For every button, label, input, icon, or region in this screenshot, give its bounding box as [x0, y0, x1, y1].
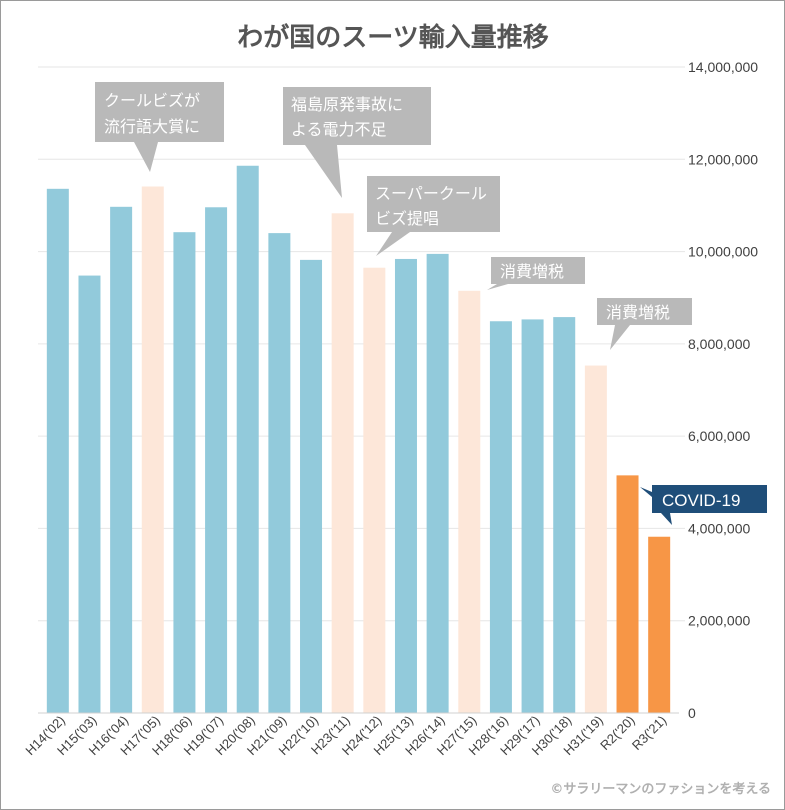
- callout-supercoolbiz: スーパークール ビズ提唱: [367, 176, 500, 256]
- callout-coolbiz-line1: クールビズが: [104, 91, 200, 110]
- bar: [141, 186, 164, 713]
- bar: [46, 188, 69, 713]
- callout-fukushima-line1: 福島原発事故に: [291, 95, 403, 114]
- y-tick-label: 14,000,000: [688, 59, 758, 75]
- bar: [331, 213, 354, 713]
- bar: [205, 207, 228, 713]
- callout-fukushima-line2: よる電力不足: [291, 120, 387, 139]
- callout-tax-2015-text: 消費増税: [500, 262, 564, 281]
- x-tick-label: R2('20): [597, 713, 637, 753]
- callout-covid-text: COVID-19: [662, 491, 740, 510]
- chart-title: わが国のスーツ輸入量推移: [237, 22, 548, 53]
- y-tick-label: 8,000,000: [688, 336, 750, 352]
- callout-coolbiz: クールビズが 流行語大賞に: [95, 82, 224, 172]
- bar: [300, 259, 323, 713]
- x-axis: H14('02)H15('03)H16('04)H17('05)H18('06)…: [22, 713, 669, 759]
- bar: [553, 317, 576, 713]
- callout-covid: COVID-19: [640, 485, 767, 525]
- bar: [363, 267, 386, 713]
- callout-fukushima: 福島原発事故に よる電力不足: [283, 87, 431, 198]
- bar: [426, 253, 449, 713]
- bar: [78, 275, 101, 713]
- bar: [394, 258, 417, 713]
- bar: [648, 536, 671, 713]
- bar: [489, 321, 512, 713]
- bar: [616, 475, 639, 713]
- x-tick-label: R3('21): [629, 713, 669, 753]
- annotations: クールビズが 流行語大賞に 福島原発事故に よる電力不足 スーパークール ビズ提…: [95, 82, 767, 525]
- callout-supercoolbiz-line1: スーパークール: [375, 184, 487, 203]
- callout-tax-2015: 消費増税: [487, 257, 585, 290]
- y-tick-label: 2,000,000: [688, 613, 750, 629]
- bar: [173, 232, 196, 714]
- callout-supercoolbiz-line2: ビズ提唱: [375, 209, 439, 228]
- y-tick-label: 10,000,000: [688, 244, 758, 260]
- credit-text: ©サラリーマンのファションを考える: [550, 781, 771, 797]
- bar: [521, 319, 544, 713]
- y-tick-label: 4,000,000: [688, 520, 750, 536]
- callout-coolbiz-line2: 流行語大賞に: [104, 117, 200, 136]
- bars: [46, 165, 671, 714]
- bar: [236, 165, 259, 713]
- bar: [268, 233, 291, 713]
- bar: [458, 290, 481, 713]
- y-tick-label: 6,000,000: [688, 428, 750, 444]
- callout-tax-2019-text: 消費増税: [606, 303, 670, 322]
- y-tick-label: 0: [688, 705, 696, 721]
- callout-tax-2019: 消費増税: [597, 298, 692, 350]
- bar: [110, 206, 133, 713]
- y-tick-label: 12,000,000: [688, 151, 758, 167]
- y-axis: 0 2,000,000 4,000,000 6,000,000 8,000,000 10,…: [688, 59, 758, 721]
- bar: [584, 365, 607, 713]
